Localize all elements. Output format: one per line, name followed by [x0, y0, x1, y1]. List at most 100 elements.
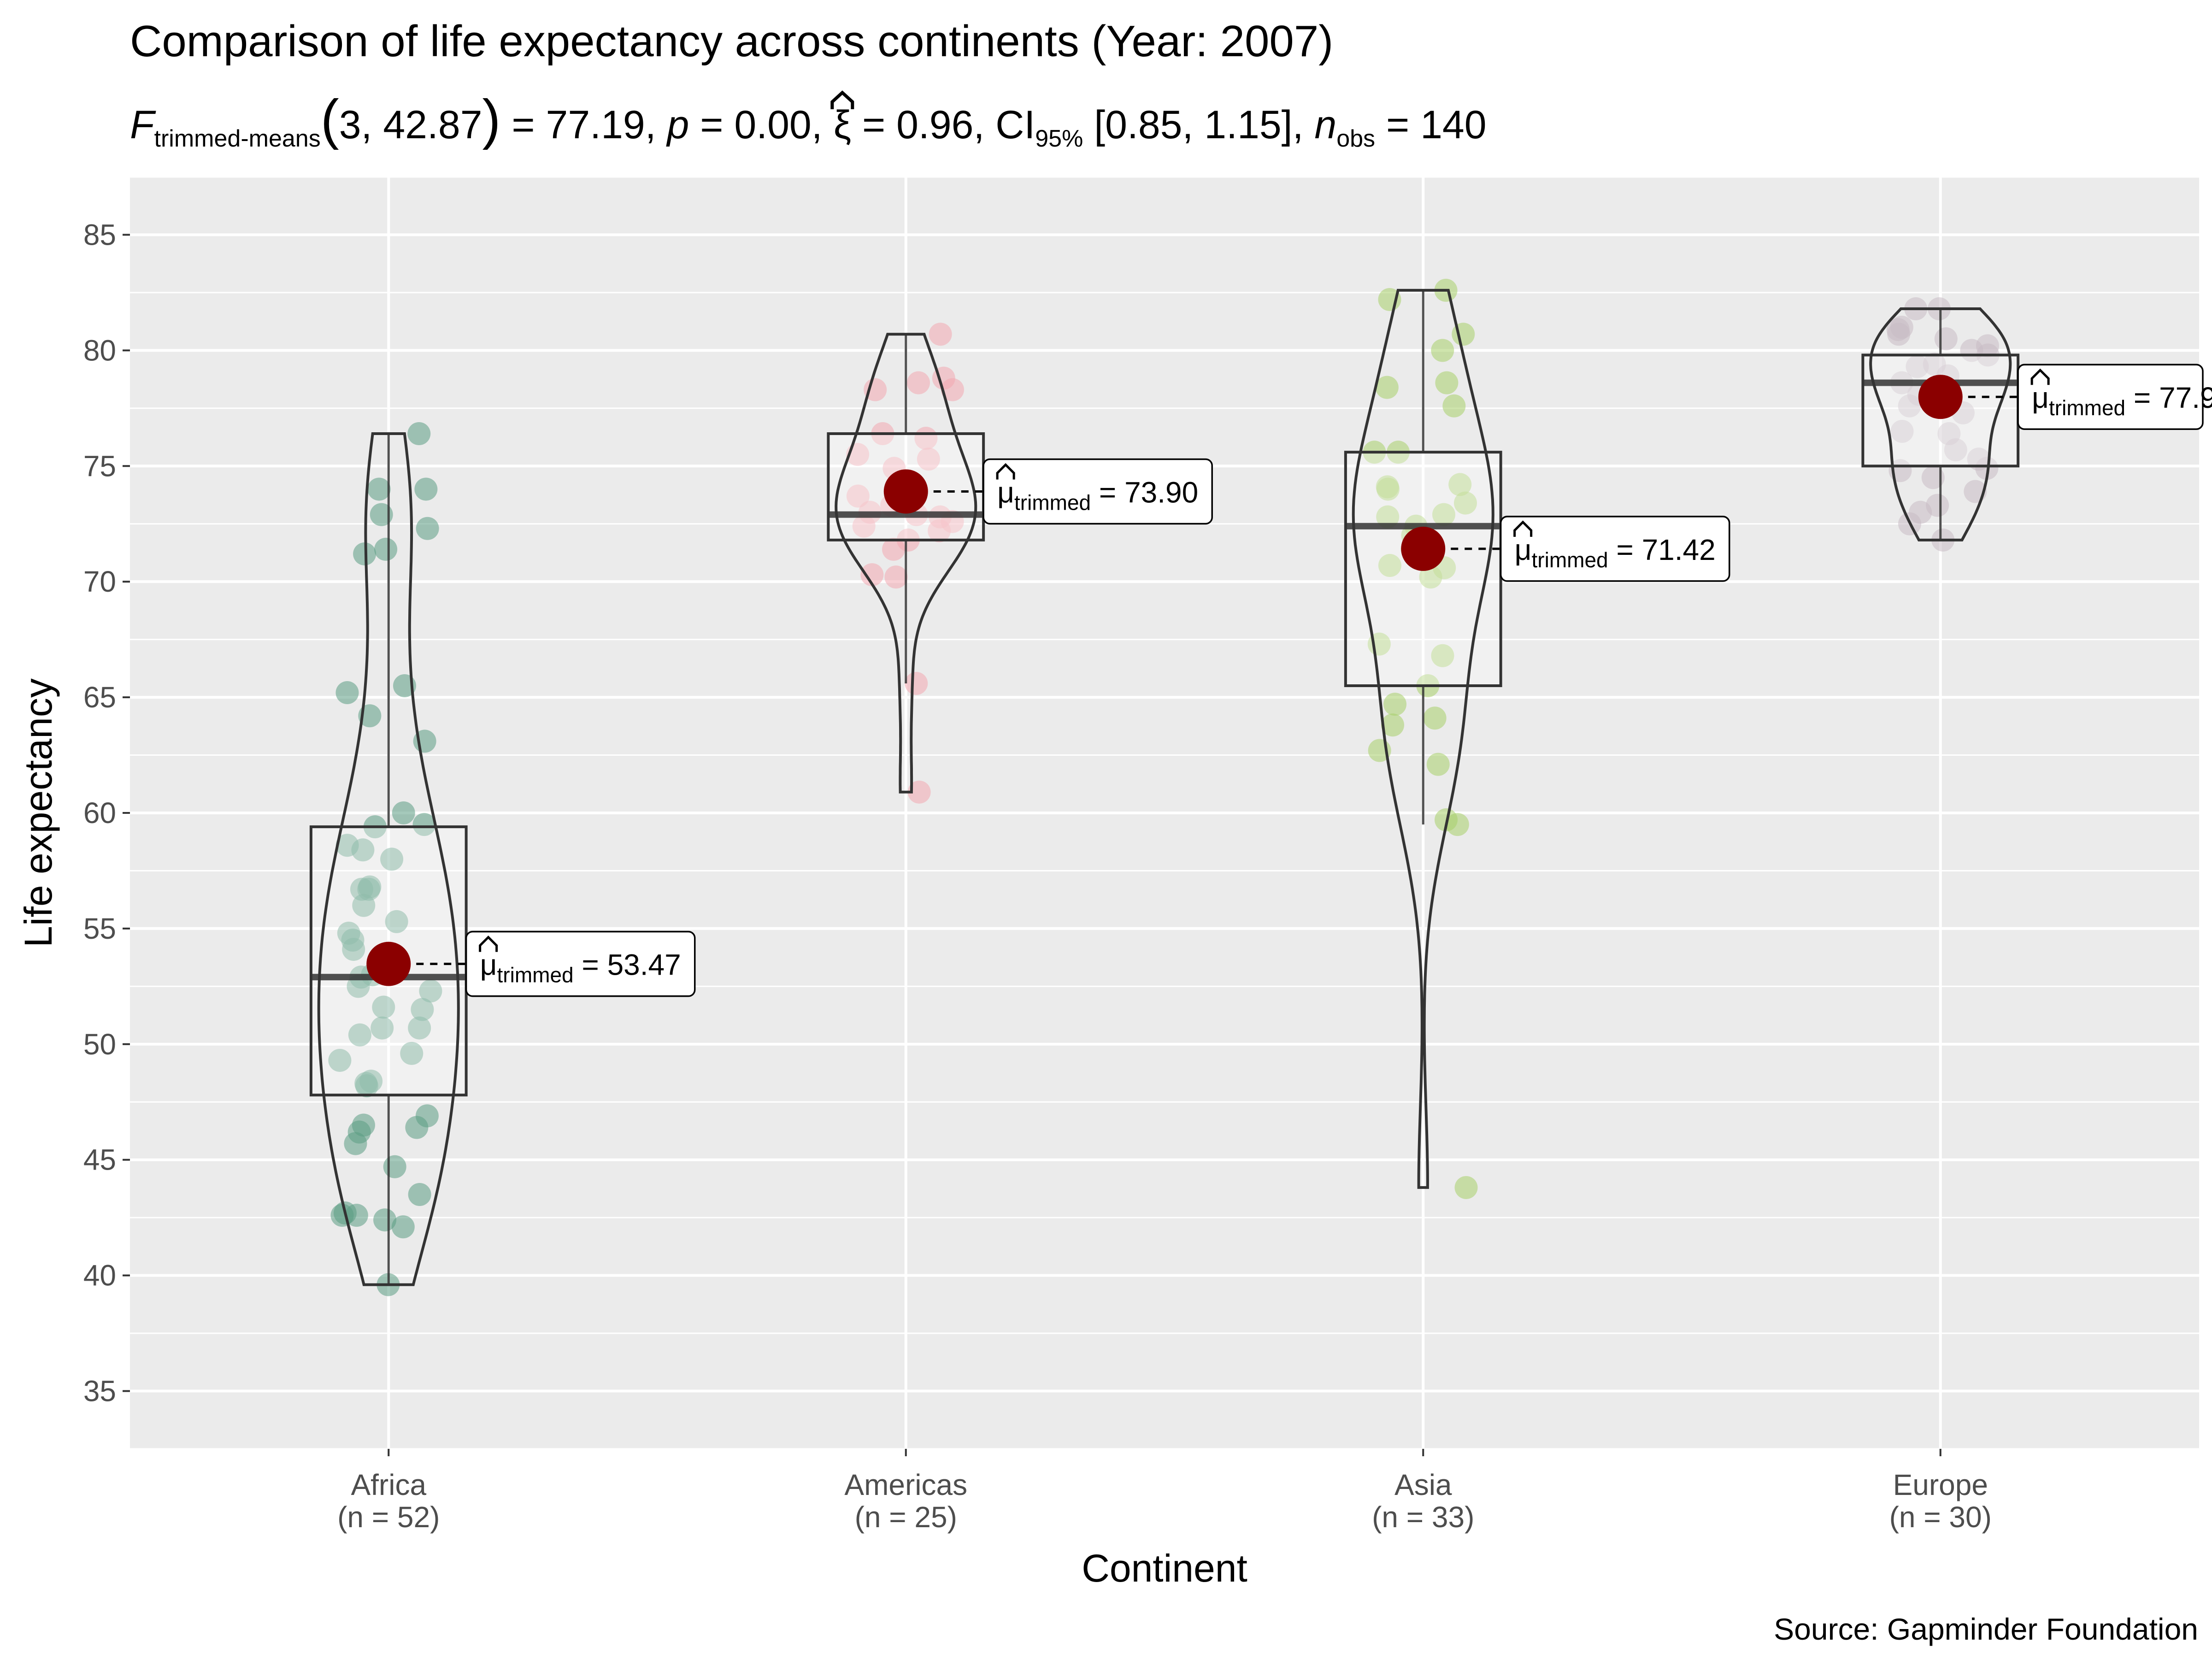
data-point — [370, 503, 393, 526]
trimmed-mean-point — [1918, 375, 1963, 419]
data-point — [330, 1204, 354, 1227]
data-point — [1383, 693, 1407, 716]
y-tick-label: 65 — [83, 681, 116, 714]
y-tick-label: 45 — [83, 1143, 116, 1177]
data-point — [1435, 371, 1459, 394]
subtitle-p-value: = 0.00, — [689, 103, 833, 147]
data-point — [1887, 323, 1911, 346]
violin-outline — [1869, 307, 2012, 541]
x-axis: Africa(n = 52)Americas(n = 25)Asia(n = 3… — [337, 1449, 1992, 1534]
data-point — [917, 447, 940, 471]
data-point — [928, 519, 951, 542]
data-point — [383, 1155, 406, 1178]
data-point — [1376, 505, 1400, 529]
data-point — [852, 514, 876, 538]
x-tick-label: Europe — [1893, 1468, 1988, 1501]
y-tick-label: 60 — [83, 796, 116, 830]
data-point — [907, 780, 931, 804]
data-point — [405, 1116, 429, 1139]
violin-outline — [835, 333, 977, 794]
data-point — [392, 801, 415, 824]
chart-title: Comparison of life expectancy across con… — [130, 17, 1333, 66]
group-africa: μtrimmed = 53.47 — [309, 422, 696, 1296]
subtitle-n-value: = 140 — [1375, 103, 1487, 147]
subtitle-df: 3, 42.87 — [339, 103, 482, 147]
mean-label-box — [2017, 364, 2204, 430]
data-point — [1448, 473, 1472, 496]
mean-label-box — [1500, 516, 1730, 582]
data-point — [884, 565, 908, 589]
group-americas: μtrimmed = 73.90 — [827, 323, 1213, 804]
data-point — [1921, 466, 1945, 489]
trimmed-mean-point — [883, 469, 928, 514]
x-tick-count-label: (n = 52) — [337, 1500, 440, 1534]
data-point — [391, 1215, 415, 1239]
subtitle-n-sub: obs — [1336, 125, 1375, 152]
y-tick-label: 85 — [83, 218, 116, 251]
data-point — [1454, 1176, 1478, 1199]
box — [827, 432, 985, 541]
mean-label-box — [982, 458, 1213, 525]
subtitle-p-symbol: p — [666, 103, 689, 147]
trimmed-mean-point — [366, 941, 411, 986]
data-point — [1898, 394, 1921, 418]
data-point — [347, 975, 370, 998]
x-tick-label: Africa — [351, 1468, 426, 1501]
data-point — [374, 537, 398, 561]
data-point — [407, 422, 431, 446]
subtitle-statistic-value: = 77.19, — [512, 103, 667, 147]
data-point — [905, 671, 928, 695]
y-axis: 35 40 45 50 55 60 65 70 75 80 85 — [83, 218, 130, 1408]
data-point — [412, 813, 436, 836]
data-point — [414, 477, 438, 501]
data-point — [367, 477, 391, 501]
violin-outline — [317, 432, 460, 1286]
subtitle-effect-symbol: ξ — [834, 103, 852, 147]
y-tick-label: 55 — [83, 912, 116, 945]
y-axis-title: Life expectancy — [17, 678, 60, 947]
data-point — [385, 910, 408, 933]
plot-groups: μtrimmed = 53.47 μtrimmed = 73.90 μtrimmed… — [309, 278, 2212, 1296]
group-europe: μtrimmed = 77.99 — [1861, 297, 2212, 552]
data-point — [400, 1041, 424, 1065]
data-point — [1426, 753, 1450, 776]
data-point — [1378, 554, 1401, 577]
data-point — [1890, 420, 1914, 443]
data-point — [344, 1132, 367, 1155]
data-point — [348, 1023, 371, 1047]
mean-label-text: μtrimmed = 73.90 — [997, 476, 1198, 514]
x-tick-count-label: (n = 25) — [855, 1500, 957, 1534]
y-tick-label: 70 — [83, 565, 116, 598]
data-point — [1446, 813, 1469, 836]
y-tick-label: 35 — [83, 1375, 116, 1408]
mean-label: μtrimmed = 71.42 — [1500, 516, 1730, 582]
data-point — [371, 1016, 394, 1040]
x-tick-label: Americas — [844, 1468, 967, 1501]
data-point — [352, 894, 376, 917]
data-point — [380, 847, 404, 871]
chart-subtitle: Ftrimmed-means(3, 42.87) = 77.19, p = 0.… — [130, 88, 1487, 152]
data-point — [882, 537, 906, 561]
data-point — [1381, 713, 1405, 737]
mean-label-hat — [996, 463, 1015, 480]
mean-label-hat — [1513, 520, 1533, 537]
violin-outline — [1352, 288, 1494, 1189]
subtitle-hat-mark — [830, 90, 854, 109]
mean-label-text: μtrimmed = 71.42 — [1515, 533, 1716, 572]
data-point — [351, 838, 375, 862]
mean-label-hat — [479, 935, 498, 952]
subtitle-statistic-sub: trimmed-means — [154, 125, 321, 152]
y-tick-label: 75 — [83, 449, 116, 482]
mean-label-text: μtrimmed = 53.47 — [480, 948, 681, 987]
data-point — [416, 517, 439, 540]
y-tick-label: 40 — [83, 1259, 116, 1292]
data-points — [328, 422, 442, 1296]
mean-label-value: = 71.42 — [1608, 533, 1716, 566]
data-point — [342, 938, 365, 961]
data-point — [1375, 376, 1399, 399]
data-point — [1442, 394, 1466, 418]
data-point — [1431, 339, 1454, 362]
mean-label-box — [465, 930, 696, 997]
group-asia: μtrimmed = 71.42 — [1344, 278, 1730, 1199]
